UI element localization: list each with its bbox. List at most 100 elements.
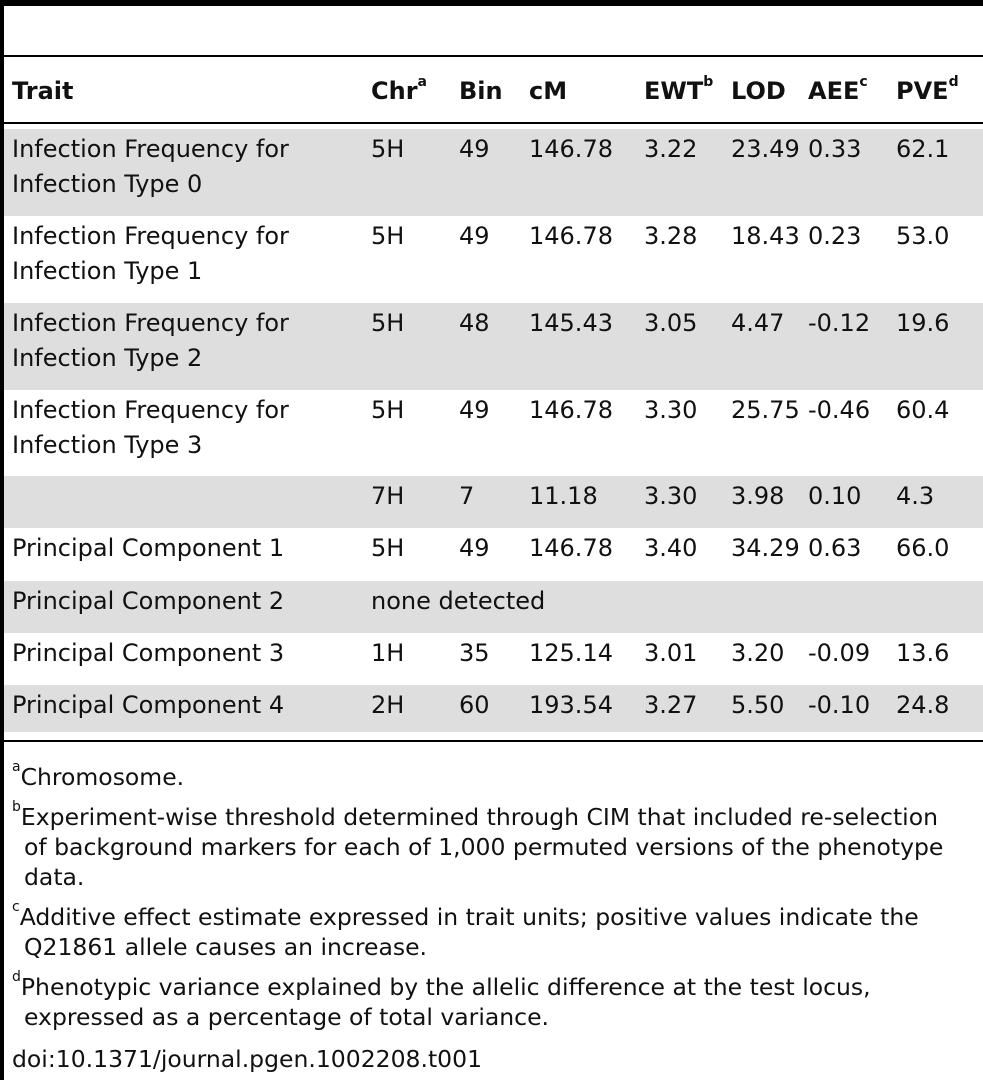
cell-bin: 49 [459, 222, 490, 250]
cell-trait: Infection Frequency for Infection Type 2 [12, 309, 289, 372]
cell-chr: 5H [371, 309, 405, 337]
cell-aee: 0.63 [808, 534, 862, 562]
cell-lod: 3.20 [731, 639, 785, 667]
footnote-line: Experiment-wise threshold determined thr… [20, 803, 938, 831]
cell-lod: 18.43 [731, 222, 800, 250]
cell-lod: 23.49 [731, 135, 800, 163]
table-row: Infection Frequency for Infection Type 3… [4, 390, 983, 476]
table-row: Principal Component 3 1H 35 125.14 3.01 3.20-… [4, 633, 983, 685]
cell-bin: 7 [459, 482, 475, 510]
footnote-line: Q21861 allele causes an increase. [24, 933, 428, 961]
cell-cm: 145.43 [529, 309, 613, 337]
footnote-b: bExperiment-wise threshold determined th… [12, 799, 980, 892]
cell-bin: 49 [459, 396, 490, 424]
cell-bin: 60 [459, 691, 490, 719]
cell-trait: Infection Frequency for Infection Type 0 [12, 135, 289, 198]
footnote-line: Additive effect estimate expressed in tr… [19, 903, 919, 931]
cell-pve: 13.6 [896, 639, 950, 667]
cell-cm: 146.78 [529, 135, 613, 163]
footnote-mark: c [12, 899, 20, 916]
cell-ewt: 3.28 [644, 222, 698, 250]
footnote-mark: d [12, 969, 21, 986]
cell-pve: 24.8 [896, 691, 950, 719]
cell-ewt: 3.22 [644, 135, 698, 163]
footnote-line: expressed as a percentage of total varia… [24, 1003, 550, 1031]
left-border [0, 0, 4, 1080]
footnote-d: dPhenotypic variance explained by the al… [12, 969, 980, 1032]
table-row: Principal Component 2 none detected [4, 581, 983, 633]
header-bin: Bin [459, 77, 503, 105]
cell-chr: 7H [371, 482, 405, 510]
footnote-line: Phenotypic variance explained by the all… [20, 973, 871, 1001]
cell-aee: -0.46 [808, 396, 871, 424]
cell-pve: 53.0 [896, 222, 950, 250]
header-lod: LOD [731, 77, 786, 105]
cell-ewt: 3.27 [644, 691, 698, 719]
cell-bin: 48 [459, 309, 490, 337]
cell-cm: 11.18 [529, 482, 598, 510]
table-row: Infection Frequency for Infection Type 0… [4, 129, 983, 216]
header-bottom-rule [0, 122, 983, 124]
cell-ewt: 3.40 [644, 534, 698, 562]
cell-trait: Principal Component 3 [12, 639, 285, 667]
cell-bin: 35 [459, 639, 490, 667]
cell-cm: 146.78 [529, 534, 613, 562]
footnote-line: Chromosome. [20, 763, 185, 791]
cell-pve: 19.6 [896, 309, 950, 337]
cell-lod: 4.47 [731, 309, 785, 337]
cell-trait: Infection Frequency for Infection Type 1 [12, 222, 289, 285]
cell-chr: 2H [371, 691, 405, 719]
cell-aee: -0.09 [808, 639, 871, 667]
cell-aee: 0.23 [808, 222, 862, 250]
cell-bin: 49 [459, 135, 490, 163]
cell-lod: 3.98 [731, 482, 785, 510]
footnote-line: data. [24, 863, 85, 891]
cell-ewt: 3.30 [644, 482, 698, 510]
table-bottom-rule [0, 740, 983, 742]
cell-trait: Infection Frequency for Infection Type 3 [12, 396, 289, 459]
footnote-a: aChromosome. [12, 759, 980, 792]
cell-pve: 66.0 [896, 534, 950, 562]
footnote-mark: a [12, 759, 21, 776]
cell-pve: 4.3 [896, 482, 935, 510]
cell-cm: 125.14 [529, 639, 613, 667]
top-rule [0, 0, 983, 6]
header-aee: AEEc [808, 74, 868, 105]
cell-lod: 5.50 [731, 691, 785, 719]
cell-chr: 5H [371, 135, 405, 163]
footnote-mark: b [12, 799, 21, 816]
header-pve: PVEd [896, 74, 959, 105]
header-ewt: EWTb [644, 74, 714, 105]
cell-cm: 193.54 [529, 691, 613, 719]
cell-chr: 5H [371, 534, 405, 562]
cell-aee: 0.33 [808, 135, 862, 163]
cell-chr: 5H [371, 222, 405, 250]
cell-aee: -0.10 [808, 691, 871, 719]
footnote-line: of background markers for each of 1,000 … [24, 833, 944, 861]
footnote-c: cAdditive effect estimate expressed in t… [12, 899, 980, 962]
cell-ewt: 3.01 [644, 639, 698, 667]
cell-lod: 25.75 [731, 396, 800, 424]
cell-trait: Principal Component 2 [12, 587, 285, 615]
header-cm: cM [529, 77, 568, 105]
table-header: Trait Chra Bin cM EWTb LOD AEEc PVEd [4, 74, 983, 114]
cell-chr: none detected [371, 587, 546, 615]
cell-aee: -0.12 [808, 309, 871, 337]
cell-cm: 146.78 [529, 396, 613, 424]
cell-trait: Principal Component 4 [12, 691, 285, 719]
cell-chr: 5H [371, 396, 405, 424]
table-row: Infection Frequency for Infection Type 2… [4, 303, 983, 390]
cell-ewt: 3.30 [644, 396, 698, 424]
cell-pve: 62.1 [896, 135, 950, 163]
doi: doi:10.1371/journal.pgen.1002208.t001 [12, 1045, 483, 1073]
cell-cm: 146.78 [529, 222, 613, 250]
table-row: Principal Component 4 2H 60 193.54 3.27 5.50-… [4, 685, 983, 732]
cell-lod: 34.29 [731, 534, 800, 562]
cell-ewt: 3.05 [644, 309, 698, 337]
header-chr: Chra [371, 74, 427, 105]
cell-trait: Principal Component 1 [12, 534, 285, 562]
table-row: Principal Component 1 5H 49 146.78 3.40 34.29… [4, 528, 983, 581]
cell-pve: 60.4 [896, 396, 950, 424]
header-trait: Trait [12, 77, 74, 105]
cell-chr: 1H [371, 639, 405, 667]
